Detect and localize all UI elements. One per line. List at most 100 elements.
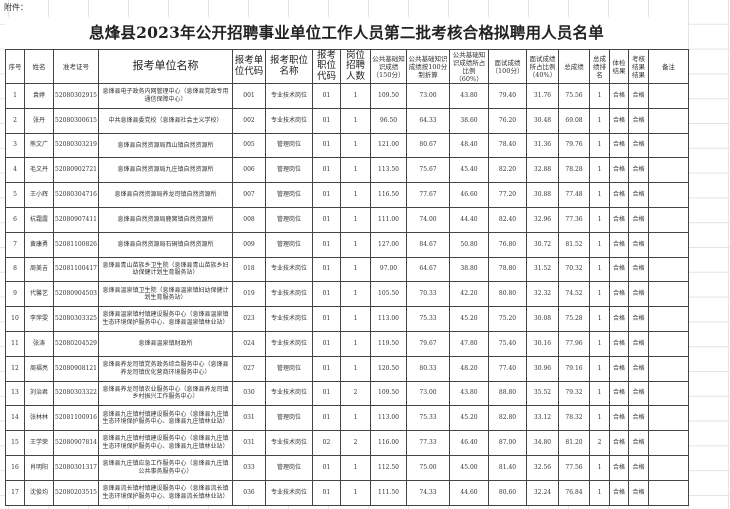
cell-unit-name: 息烽县九庄镇村镇建设服务中心（息烽县九庄镇生态环境保护服务中心、息烽县九庄镇林业… [98,405,233,432]
header-remarks: 备注 [648,49,689,84]
cell-seq: 9 [5,281,25,308]
cell-quota: 2 [340,430,371,456]
cell-assessment-result: 合格 [628,256,649,283]
cell-quota: 1 [340,330,371,357]
cell-name: 袁婷 [24,83,54,109]
cell-total-score: 81.20 [558,430,590,456]
cell-seq: 13 [5,380,25,407]
cell-exam-id: 52080908121 [53,355,99,382]
cell-written-score: 113.00 [370,306,407,332]
cell-physical-result: 合格 [609,430,629,456]
cell-position-name: 专业技术岗位 [265,330,313,357]
cell-assessment-result: 合格 [628,132,649,159]
cell-exam-id: 52080302915 [53,83,99,109]
cell-name: 肖明阳 [24,454,54,481]
cell-written-score: 127.00 [370,231,407,258]
cell-rank: 1 [589,206,610,233]
table-row: 5 王小辉 52080304716 息烽县自然资源局养龙司镇自然资源所 007 管理岗位 0… [5,182,689,208]
cell-position-code: 01 [312,107,341,134]
cell-position-name: 专业技术岗位 [265,256,313,283]
table-row: 15 王学荣 52080907814 息烽县九庄镇村镇建设服务中心（息烽县九庄镇生态环… [5,430,689,456]
cell-interview-40pct: 31.52 [526,256,559,283]
cell-rank: 1 [589,83,610,109]
cell-interview-score: 76.80 [488,231,527,258]
header-position-code: 报考职位代码 [312,49,341,84]
cell-unit-name: 息烽县温泉镇财政所 [98,330,233,357]
cell-position-name: 管理岗位 [265,206,313,233]
cell-remarks [648,380,689,407]
cell-written-score: 119.50 [370,330,407,357]
cell-position-code: 01 [312,380,341,407]
header-assessment-result: 考核结果结果 [628,49,649,84]
cell-seq: 1 [5,83,25,109]
cell-assessment-result: 合格 [628,430,649,456]
cell-name: 沈俊均 [24,479,54,506]
table-row: 10 李萍雯 52080303325 息烽县温泉镇村镇建设服务中心（息烽县温泉镇生态环… [5,306,689,332]
table-row: 3 熊文广 52080303219 息烽县自然资源局西山镇自然资源所 005 管理岗位 01… [5,132,689,159]
cell-unit-code: 019 [232,281,266,308]
cell-interview-40pct: 30.48 [526,107,559,134]
cell-total-score: 77.48 [558,182,590,208]
cell-interview-score: 79.40 [488,83,527,109]
cell-position-code: 01 [312,182,341,208]
cell-unit-code: 030 [232,380,266,407]
cell-written-score-100: 73.00 [406,83,450,109]
cell-quota: 1 [340,231,371,258]
cell-rank: 1 [589,281,610,308]
cell-written-score-100: 70.33 [406,281,450,308]
cell-position-code: 01 [312,355,341,382]
table-row: 17 沈俊均 52080203515 息烽县流长镇村镇建设服务中心（息烽县流长镇生态环… [5,479,689,506]
cell-remarks [648,231,689,258]
cell-position-name: 专业技术岗位 [265,479,313,506]
table-row: 6 杭霜露 52080907411 息烽县自然资源局鹿窝镇自然资源所 008 管理岗位 01… [5,206,689,233]
cell-assessment-result: 合格 [628,157,649,184]
cell-remarks [648,182,689,208]
cell-written-score-100: 74.00 [406,206,450,233]
cell-rank: 1 [589,157,610,184]
header-written-60pct: 公共基础知识成绩所占比例（60%） [449,49,489,84]
cell-written-60pct: 46.60 [449,182,489,208]
cell-name: 周福亮 [24,355,54,382]
cell-assessment-result: 合格 [628,479,649,506]
header-written-score: 公共基础知识成绩（150分） [370,49,407,84]
cell-assessment-result: 合格 [628,330,649,357]
cell-written-score-100: 74.33 [406,479,450,506]
cell-assessment-result: 合格 [628,405,649,432]
cell-rank: 1 [589,182,610,208]
table-row: 4 毛文丹 52080902721 息烽县自然资源局九庄镇自然资源所 006 管理岗位 01… [5,157,689,184]
cell-unit-name: 息烽县自然资源局鹿窝镇自然资源所 [98,206,233,233]
cell-written-60pct: 50.80 [449,231,489,258]
cell-unit-name: 息烽县九庄镇村镇建设服务中心（息烽县九庄镇生态环境保护服务中心、息烽县九庄镇林业… [98,430,233,456]
cell-exam-id: 52080303322 [53,380,99,407]
cell-total-score: 79.76 [558,132,590,159]
cell-total-score: 77.96 [558,330,590,357]
cell-physical-result: 合格 [609,330,629,357]
cell-exam-id: 52081100826 [53,231,99,258]
cell-exam-id: 52080203515 [53,479,99,506]
header-total-score: 总成绩 [558,49,590,84]
cell-seq: 16 [5,454,25,481]
cell-interview-score: 78.80 [488,256,527,283]
table-row: 2 张丹 52080300615 中共息烽县委党校（息烽县社会主义学校） 002 专业技术… [5,107,689,134]
header-quota: 岗位招聘人数 [340,49,371,84]
cell-position-name: 专业技术岗位 [265,430,313,456]
cell-written-score: 112.50 [370,454,407,481]
cell-seq: 5 [5,182,25,208]
cell-physical-result: 合格 [609,405,629,432]
cell-unit-code: 007 [232,182,266,208]
cell-interview-40pct: 30.16 [526,330,559,357]
cell-written-score-100: 75.67 [406,157,450,184]
header-unit-code: 报考单位代码 [232,49,266,84]
cell-unit-code: 006 [232,157,266,184]
cell-written-score: 111.00 [370,206,407,233]
cell-written-60pct: 43.80 [449,380,489,407]
cell-unit-name: 中共息烽县委党校（息烽县社会主义学校） [98,107,233,134]
cell-remarks [648,430,689,456]
cell-rank: 1 [589,132,610,159]
cell-rank: 1 [589,306,610,332]
cell-unit-name: 息烽县温泉镇卫生院（息烽县温泉镇妇幼保健计划生育服务站） [98,281,233,308]
cell-quota: 1 [340,281,371,308]
cell-remarks [648,107,689,134]
header-physical-result: 体检结果 [609,49,629,84]
header-interview-40pct: 面试成绩所占比例（40%） [526,49,559,84]
